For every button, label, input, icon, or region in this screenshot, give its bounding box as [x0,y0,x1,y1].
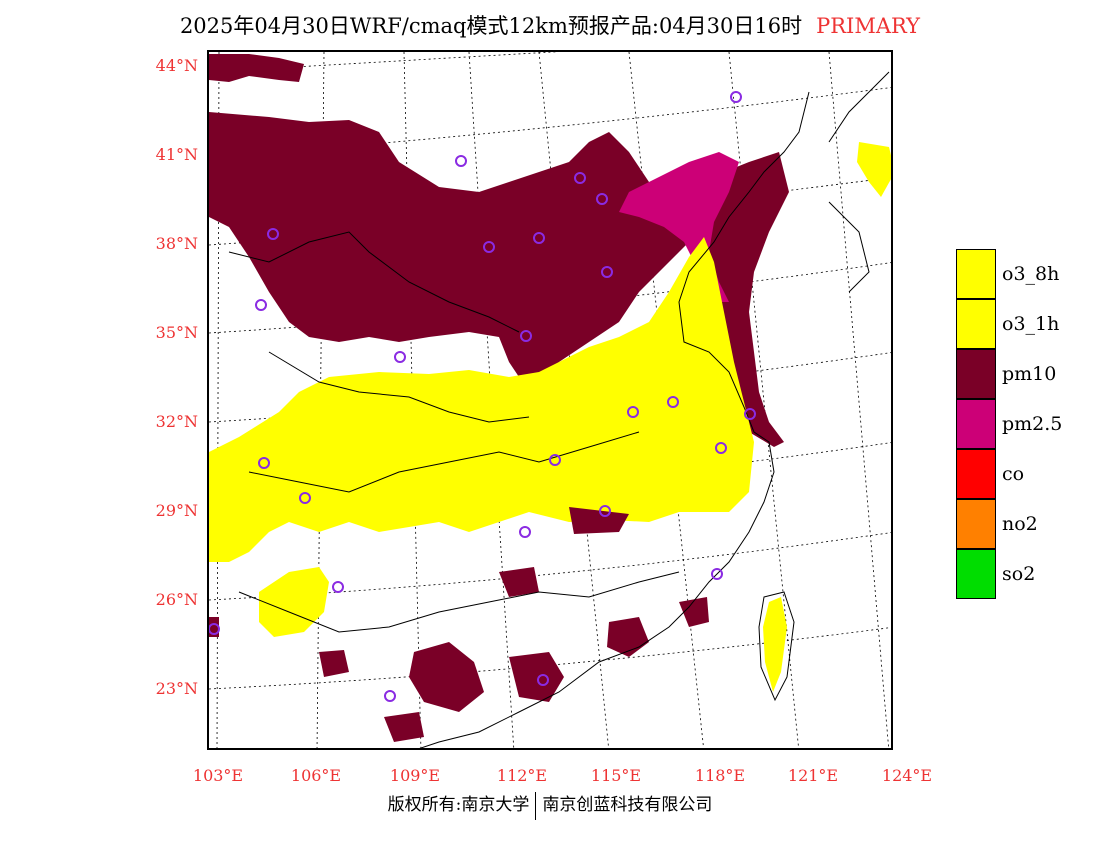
lon-label-109: 109°E [389,766,441,785]
legend-swatch-pm25 [956,399,996,449]
legend-swatch-o3-8h [956,249,996,299]
legend-item-co: co [956,449,1096,499]
legend: o3_8h o3_1h pm10 pm2.5 co no2 so2 [956,249,1096,599]
lon-label-124: 124°E [881,766,933,785]
map-title: 2025年04月30日WRF/cmaq模式12km预报产品:04月30日16时 P… [0,10,1100,40]
lon-label-118: 118°E [694,766,746,785]
legend-item-o3-8h: o3_8h [956,249,1096,299]
legend-swatch-co [956,449,996,499]
lat-label-26: 26°N [155,590,198,609]
title-main: 2025年04月30日WRF/cmaq模式12km预报产品:04月30日16时 [179,14,803,38]
pm10-top-patch [209,54,304,82]
lon-label-106: 106°E [290,766,342,785]
o3-central-region [209,237,754,562]
legend-label-o3-8h: o3_8h [1002,263,1060,285]
legend-item-so2: so2 [956,549,1096,599]
map-panel [207,50,893,750]
legend-item-no2: no2 [956,499,1096,549]
lat-label-35: 35°N [155,323,198,342]
o3-taiwan-patch [763,597,787,692]
legend-swatch-pm10 [956,349,996,399]
pm10-east-strip [699,152,789,447]
boundaries [228,71,890,748]
legend-label-co: co [1002,463,1025,485]
lat-label-38: 38°N [155,234,198,253]
lon-label-121: 121°E [787,766,839,785]
credit-right: 南京创蓝科技有限公司 [542,795,713,815]
legend-label-pm25: pm2.5 [1002,413,1063,435]
credit-left: 版权所有:南京大学 [387,795,530,815]
legend-label-pm10: pm10 [1002,363,1057,385]
legend-swatch-no2 [956,499,996,549]
lat-label-44: 44°N [155,56,198,75]
o3-south-patch [259,567,329,637]
copyright-credit: 版权所有:南京大学 南京创蓝科技有限公司 [0,790,1100,820]
lat-label-23: 23°N [155,679,198,698]
pm10-south-patches [209,507,709,742]
legend-swatch-so2 [956,549,996,599]
lat-label-41: 41°N [155,145,198,164]
legend-label-o3-1h: o3_1h [1002,313,1060,335]
lat-label-32: 32°N [155,412,198,431]
lat-label-29: 29°N [155,501,198,520]
legend-item-pm25: pm2.5 [956,399,1096,449]
pollutant-map [209,52,891,748]
legend-swatch-o3-1h [956,299,996,349]
legend-label-no2: no2 [1002,513,1038,535]
title-tag: PRIMARY [816,14,921,38]
legend-item-o3-1h: o3_1h [956,299,1096,349]
o3-korea-patch [857,142,891,197]
legend-item-pm10: pm10 [956,349,1096,399]
lon-label-115: 115°E [590,766,642,785]
station-markers [209,91,756,702]
credit-separator [535,791,537,820]
lon-label-112: 112°E [496,766,548,785]
lon-label-103: 103°E [192,766,244,785]
legend-label-so2: so2 [1002,563,1036,585]
